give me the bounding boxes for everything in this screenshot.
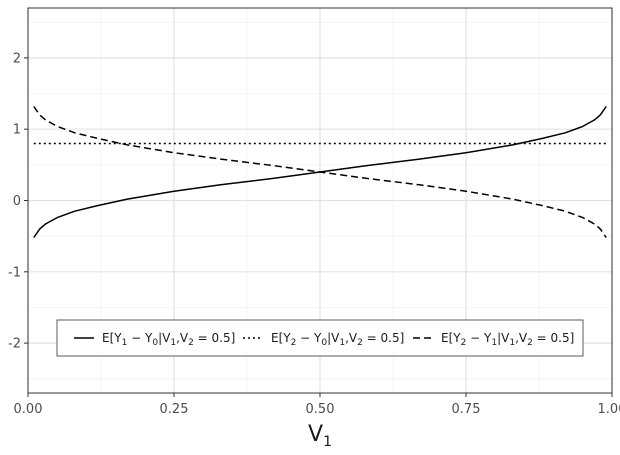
x-tick-label: 0.25 bbox=[160, 402, 189, 417]
legend: E[Y1 − Y0|V1,V2 = 0.5] E[Y2 − Y0|V1,V2 = … bbox=[56, 319, 584, 357]
y-tick-label: -2 bbox=[8, 337, 21, 352]
legend-box bbox=[56, 319, 584, 357]
x-tick-label: 0.00 bbox=[14, 402, 43, 417]
x-tick-label: 0.50 bbox=[306, 402, 335, 417]
x-tick-label: 1.00 bbox=[598, 402, 620, 417]
series-line-dashed bbox=[33, 105, 607, 239]
x-axis: 0.00 0.25 0.50 0.75 1.00 bbox=[14, 393, 620, 417]
y-tick-label: 1 bbox=[13, 123, 21, 138]
y-axis: -2 -1 0 1 2 bbox=[8, 51, 28, 352]
legend-label: E[Y2 − Y1|V1,V2 = 0.5] bbox=[441, 331, 574, 348]
y-tick-label: -1 bbox=[8, 265, 21, 280]
y-tick-label: 2 bbox=[13, 51, 21, 66]
x-axis-title: V1 bbox=[308, 422, 332, 450]
legend-label: E[Y2 − Y0|V1,V2 = 0.5] bbox=[271, 331, 404, 348]
y-tick-label: 0 bbox=[13, 194, 21, 209]
x-tick-label: 0.75 bbox=[452, 402, 481, 417]
legend-label: E[Y1 − Y0|V1,V2 = 0.5] bbox=[102, 331, 235, 348]
series-layer bbox=[33, 105, 607, 239]
